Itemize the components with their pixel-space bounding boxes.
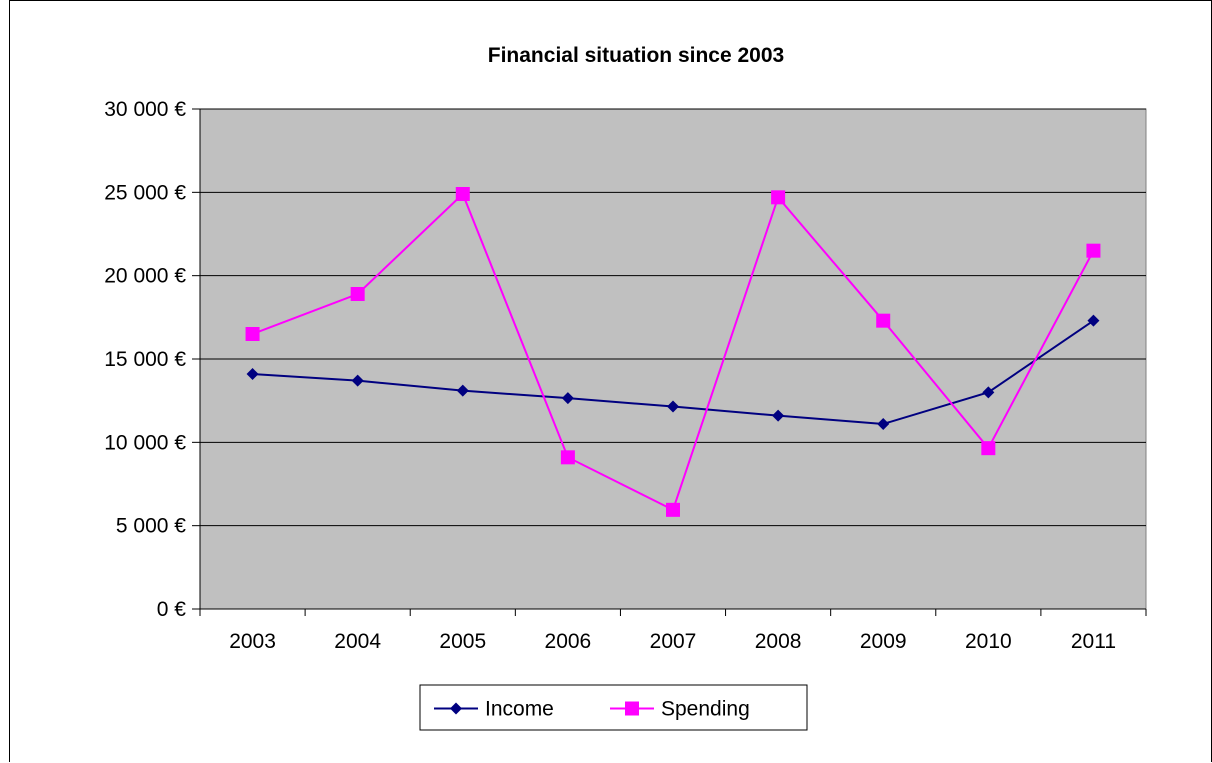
x-tick-label: 2004 <box>334 630 381 653</box>
y-tick-label: 0 € <box>157 598 187 621</box>
y-tick-label: 10 000 € <box>104 431 186 454</box>
x-tick-label: 2008 <box>755 630 802 653</box>
spending-point-2003 <box>245 327 260 341</box>
legend-swatch-marker <box>625 701 639 716</box>
spending-point-2010 <box>981 441 996 456</box>
legend-swatch-marker <box>450 702 462 715</box>
x-axis-tick-labels: 2003 2004 2005 2006 2007 2008 2009 2010 2011 <box>229 630 1116 653</box>
spending-point-2011 <box>1086 243 1101 258</box>
income-point-2005 <box>456 384 469 397</box>
axes <box>192 108 1147 616</box>
income-point-2003 <box>246 368 259 380</box>
income-point-2006 <box>561 392 574 405</box>
income-point-2007 <box>667 400 679 413</box>
spending-point-2007 <box>666 502 680 517</box>
x-tick-label: 2006 <box>545 630 592 653</box>
x-tick-label: 2003 <box>229 630 276 653</box>
y-tick-label: 25 000 € <box>104 181 186 204</box>
y-tick-label: 30 000 € <box>104 98 186 121</box>
y-tick-label: 20 000 € <box>104 265 186 288</box>
legend-label: Income <box>485 698 554 721</box>
y-axis-tick-labels: 0 € 5 000 € 10 000 € 15 000 € 20 000 € 25 000… <box>104 98 186 621</box>
spending-point-2008 <box>771 190 786 205</box>
spending-point-2006 <box>560 450 575 465</box>
income-point-2010 <box>982 386 995 399</box>
legend-label: Spending <box>661 698 750 721</box>
spending-point-2004 <box>350 287 365 301</box>
y-tick-label: 15 000 € <box>104 348 186 371</box>
series-spending <box>245 187 1101 517</box>
income-point-2009 <box>877 418 890 430</box>
x-tick-label: 2007 <box>650 630 697 653</box>
chart-frame: Financial situation since 2003 0 € 5 000 … <box>9 0 1212 762</box>
income-point-2008 <box>772 409 785 422</box>
x-tick-label: 2010 <box>965 630 1012 653</box>
x-tick-label: 2005 <box>439 630 486 653</box>
line-chart: Financial situation since 2003 0 € 5 000 … <box>104 44 1147 731</box>
income-point-2004 <box>351 374 364 387</box>
chart-title: Financial situation since 2003 <box>488 44 784 67</box>
x-tick-label: 2011 <box>1071 630 1116 653</box>
spending-point-2005 <box>455 187 470 201</box>
legend-entry-income: Income <box>434 698 554 721</box>
income-point-2011 <box>1087 314 1100 327</box>
legend-entry-spending: Spending <box>610 698 750 721</box>
x-tick-label: 2009 <box>860 630 907 653</box>
y-tick-label: 5 000 € <box>116 515 186 538</box>
legend: Income Spending <box>419 684 808 731</box>
series-layer <box>245 187 1101 517</box>
series-income <box>246 314 1100 430</box>
spending-point-2009 <box>876 313 891 328</box>
